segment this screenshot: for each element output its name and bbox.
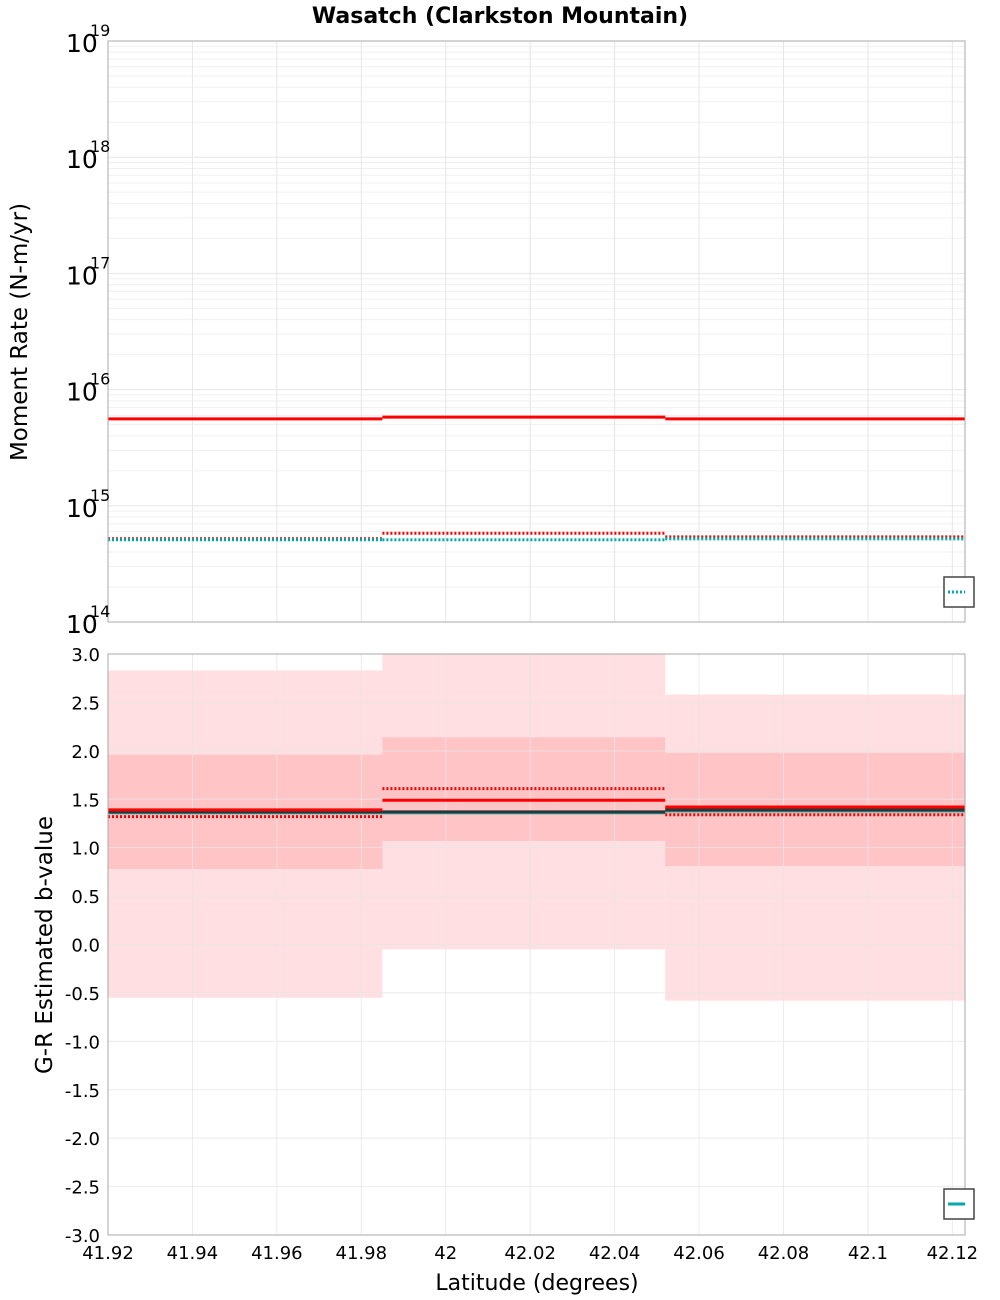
b-value-frame <box>107 653 966 1236</box>
y-tick-label: 3.0 <box>71 645 100 666</box>
y-tick-label: 2.0 <box>71 742 100 763</box>
moment-rate-frame <box>107 40 966 623</box>
y-tick-label: -2.5 <box>65 1178 100 1199</box>
moment-rate-series <box>108 415 965 542</box>
b-value-panel: -3.0 -2.5 -2.0 -1.5 -1.0 -0.5 0.0 0.5 1.0 1.5 2.0 2… <box>32 645 978 1264</box>
chart-title: Wasatch (Clarkston Mountain) <box>312 4 688 29</box>
x-tick-label: 42.02 <box>504 1243 556 1264</box>
b-value-y-tick-labels: -3.0 -2.5 -2.0 -1.5 -1.0 -0.5 0.0 0.5 1.0 1.5 2.0 2… <box>65 645 100 1247</box>
y-tick-label: -1.5 <box>65 1081 100 1102</box>
x-tick-label: 42 <box>434 1243 457 1264</box>
y-tick-label: 0.5 <box>71 887 100 908</box>
x-tick-label: 41.98 <box>336 1243 388 1264</box>
y-tick-label-exponent: 19 <box>90 21 110 40</box>
x-tick-label: 42.06 <box>673 1243 725 1264</box>
x-tick-label: 41.92 <box>82 1243 134 1264</box>
y-tick-label-exponent: 18 <box>90 137 110 156</box>
x-tick-label: 42.08 <box>758 1243 810 1264</box>
y-tick-label-base: 10 <box>66 29 98 58</box>
y-tick-label: 1.0 <box>71 839 100 860</box>
y-tick-label-exponent: 14 <box>90 602 110 621</box>
y-tick-label: 1.5 <box>71 790 100 811</box>
moment-rate-legend <box>943 576 975 608</box>
latitude-tick-labels: 41.92 41.94 41.96 41.98 42 42.02 42.04 42.06 42.… <box>82 1243 978 1264</box>
y-tick-label-exponent: 15 <box>90 486 110 505</box>
y-tick-label: -3.0 <box>65 1226 100 1247</box>
x-axis-label: Latitude (degrees) <box>435 1271 638 1296</box>
x-tick-label: 42.1 <box>848 1243 888 1264</box>
y-tick-label: 2.5 <box>71 693 100 714</box>
b-value-bands <box>108 654 965 1001</box>
b-value-axis-label: G-R Estimated b-value <box>32 816 58 1074</box>
moment-rate-grid <box>107 40 965 623</box>
y-tick-label-base: 10 <box>66 145 98 174</box>
y-tick-label-base: 10 <box>66 261 98 290</box>
y-tick-label-base: 10 <box>66 610 98 639</box>
x-tick-label: 41.96 <box>251 1243 303 1264</box>
y-tick-label-exponent: 17 <box>90 253 110 272</box>
b-value-series <box>108 787 965 819</box>
y-tick-label-base: 10 <box>66 494 98 523</box>
y-tick-label-exponent: 16 <box>90 370 110 389</box>
y-tick-label: -1.0 <box>65 1032 100 1053</box>
b-value-legend <box>943 1188 975 1220</box>
y-tick-label: 0.0 <box>71 936 100 957</box>
y-tick-label: -2.0 <box>65 1129 100 1150</box>
x-tick-label: 42.12 <box>927 1243 979 1264</box>
y-tick-label: -0.5 <box>65 984 100 1005</box>
moment-rate-axis-label: Moment Rate (N-m/yr) <box>7 203 33 461</box>
x-tick-label: 41.94 <box>167 1243 219 1264</box>
x-tick-label: 42.04 <box>589 1243 641 1264</box>
y-tick-label-base: 10 <box>66 378 98 407</box>
